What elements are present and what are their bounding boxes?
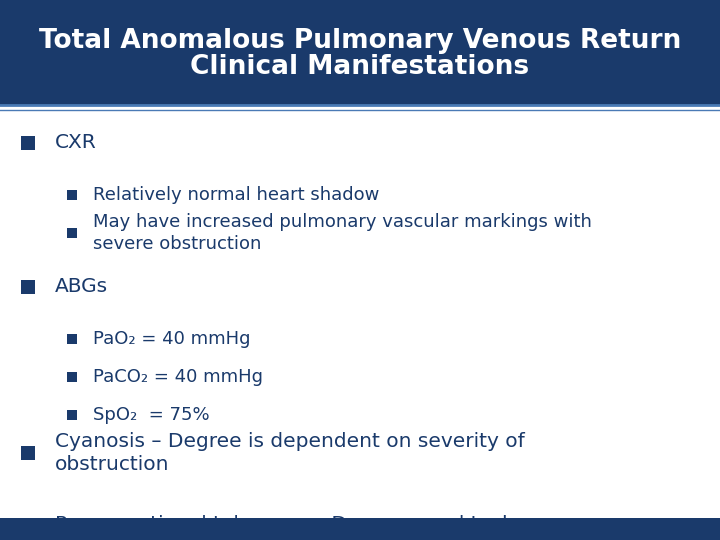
Bar: [21, 136, 35, 150]
Text: PaO₂ = 40 mmHg: PaO₂ = 40 mmHg: [93, 330, 251, 348]
Text: May have increased pulmonary vascular markings with
severe obstruction: May have increased pulmonary vascular ma…: [93, 213, 592, 253]
Text: ABGs: ABGs: [55, 278, 108, 296]
Bar: [67, 334, 77, 344]
Text: Relatively normal heart shadow: Relatively normal heart shadow: [93, 186, 379, 204]
Text: Poor exertional tolerance – Dyspnea and tachypnea: Poor exertional tolerance – Dyspnea and …: [55, 516, 577, 535]
Bar: [0, 0, 720, 105]
Text: Total Anomalous Pulmonary Venous Return: Total Anomalous Pulmonary Venous Return: [39, 28, 681, 53]
Text: Clinical Manifestations: Clinical Manifestations: [190, 53, 530, 79]
Bar: [21, 518, 35, 532]
Bar: [21, 446, 35, 460]
Bar: [67, 228, 77, 238]
Bar: [21, 280, 35, 294]
Bar: [67, 372, 77, 382]
Bar: [67, 190, 77, 200]
Bar: [0, 518, 720, 540]
Text: Cyanosis – Degree is dependent on severity of
obstruction: Cyanosis – Degree is dependent on severi…: [55, 432, 525, 474]
Text: SpO₂  = 75%: SpO₂ = 75%: [93, 406, 210, 424]
Bar: [67, 410, 77, 420]
Text: PaCO₂ = 40 mmHg: PaCO₂ = 40 mmHg: [93, 368, 263, 386]
Text: CXR: CXR: [55, 133, 96, 152]
